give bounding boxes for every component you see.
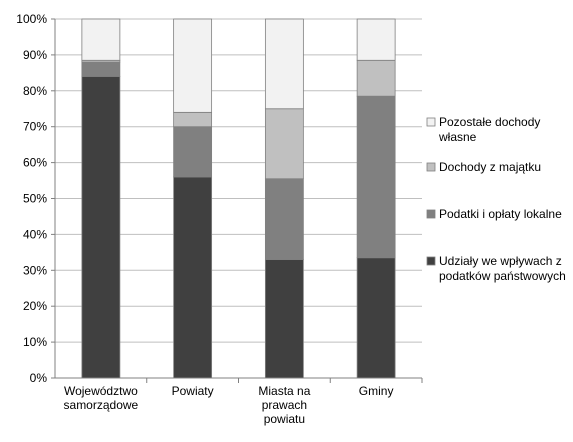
y-tick-label: 40% xyxy=(23,227,47,241)
bar-segment-2 xyxy=(81,61,121,77)
bar-segment-1 xyxy=(81,76,121,379)
bar-segment-3 xyxy=(264,108,304,180)
bar-segment-1 xyxy=(173,176,213,379)
bar-segment-2 xyxy=(356,95,396,259)
bar-segment-2 xyxy=(264,178,304,260)
bar-segment-3 xyxy=(356,59,396,97)
y-tick-label: 100% xyxy=(16,12,47,26)
x-category-label: Gminy xyxy=(359,384,394,398)
legend-swatch xyxy=(426,256,436,266)
bar-segment-4 xyxy=(356,18,396,61)
legend-label: Pozostałe dochody własne xyxy=(438,115,540,144)
bar-segment-1 xyxy=(356,257,396,379)
y-tick-label: 70% xyxy=(23,120,47,134)
legend-swatch xyxy=(426,162,436,172)
y-tick-label: 80% xyxy=(23,84,47,98)
x-category-label: Powiaty xyxy=(172,384,214,398)
axes xyxy=(54,19,423,383)
y-tick-label: 30% xyxy=(23,263,47,277)
legend-label: Udziały we wpływach z podatków państwowyc… xyxy=(439,254,566,283)
legend-label: Podatki i opłaty lokalne xyxy=(439,207,562,221)
y-tick-label: 90% xyxy=(23,48,47,62)
x-category-label: Miasta na prawach powiatu xyxy=(258,384,310,426)
bar-segment-4 xyxy=(264,18,304,110)
y-tick-label: 20% xyxy=(23,299,47,313)
bar-segment-4 xyxy=(81,18,121,61)
legend-label: Dochody z majątku xyxy=(439,160,541,174)
bar-segment-1 xyxy=(264,259,304,379)
x-category-label: Województwo samorządowe xyxy=(64,384,139,412)
bar-segment-3 xyxy=(173,111,213,128)
bars xyxy=(81,18,396,379)
x-axis-labels: Województwo samorządowe Powiaty Miasta na pr… xyxy=(64,384,394,426)
bar-segment-2 xyxy=(173,126,213,178)
y-tick-label: 0% xyxy=(30,371,48,385)
legend: Pozostałe dochody własne Dochody z majątku… xyxy=(426,115,566,283)
legend-swatch xyxy=(426,117,436,127)
y-tick-label: 10% xyxy=(23,335,47,349)
legend-swatch xyxy=(426,209,436,219)
y-axis-ticks: 0% 10% 20% 30% 40% 50% 60% 70% 80% 90% 100% xyxy=(16,12,55,385)
y-tick-label: 50% xyxy=(23,192,47,206)
bar-segment-4 xyxy=(173,18,213,113)
y-tick-label: 60% xyxy=(23,156,47,170)
